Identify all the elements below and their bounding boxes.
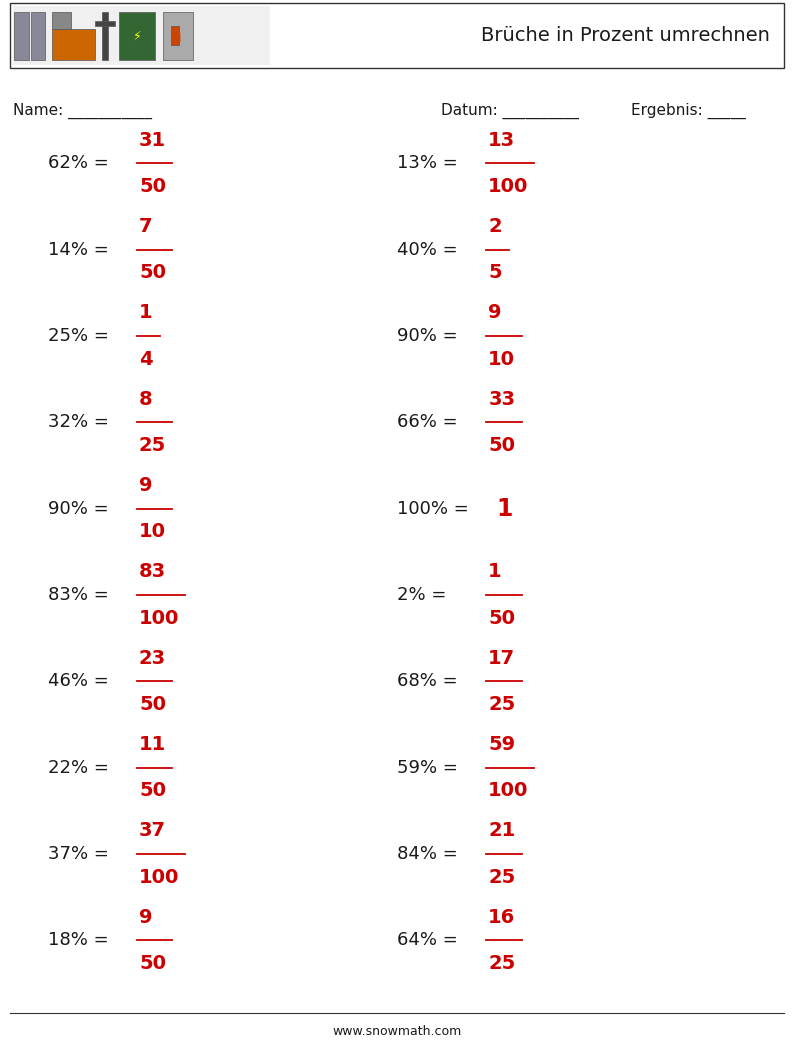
Text: Name: ___________: Name: ___________ — [13, 102, 152, 119]
Text: 22% =: 22% = — [48, 758, 109, 777]
Text: 14% =: 14% = — [48, 240, 109, 259]
Text: 31: 31 — [139, 131, 166, 150]
Text: 2% =: 2% = — [397, 585, 446, 604]
Text: 9: 9 — [139, 476, 152, 495]
Text: 50: 50 — [139, 954, 166, 973]
Text: 23: 23 — [139, 649, 166, 668]
Text: 64% =: 64% = — [397, 931, 458, 950]
Text: Ergebnis: _____: Ergebnis: _____ — [631, 102, 746, 119]
Text: 100% =: 100% = — [397, 499, 468, 518]
Text: 50: 50 — [139, 177, 166, 196]
Text: 90% =: 90% = — [48, 499, 108, 518]
Text: 46% =: 46% = — [48, 672, 109, 691]
Bar — [102, 12, 108, 60]
Text: 50: 50 — [139, 695, 166, 714]
Text: Datum: __________: Datum: __________ — [441, 102, 579, 119]
Text: 10: 10 — [139, 522, 166, 541]
Bar — [14, 12, 29, 60]
Text: 37% =: 37% = — [48, 845, 109, 863]
Text: 25: 25 — [139, 436, 166, 455]
Text: 25: 25 — [488, 695, 515, 714]
Text: 7: 7 — [139, 217, 152, 236]
Text: 🔥: 🔥 — [175, 31, 181, 41]
Text: 25% =: 25% = — [48, 326, 109, 345]
Text: Brüche in Prozent umrechnen: Brüche in Prozent umrechnen — [481, 26, 770, 45]
Text: 68% =: 68% = — [397, 672, 457, 691]
Bar — [119, 12, 155, 60]
Text: 9: 9 — [488, 303, 502, 322]
Text: ⚡: ⚡ — [133, 29, 141, 42]
Bar — [31, 12, 45, 60]
Text: 10: 10 — [488, 350, 515, 369]
Text: 40% =: 40% = — [397, 240, 457, 259]
Text: 50: 50 — [488, 436, 515, 455]
Text: 100: 100 — [139, 868, 179, 887]
Text: 11: 11 — [139, 735, 166, 754]
Text: 62% =: 62% = — [48, 154, 109, 173]
Text: 1: 1 — [488, 562, 502, 581]
Text: 100: 100 — [488, 177, 529, 196]
Text: 100: 100 — [488, 781, 529, 800]
Text: 37: 37 — [139, 821, 166, 840]
Text: 2: 2 — [488, 217, 502, 236]
Text: 32% =: 32% = — [48, 413, 109, 432]
Text: 1: 1 — [496, 497, 513, 520]
Text: 50: 50 — [488, 609, 515, 628]
Text: 66% =: 66% = — [397, 413, 457, 432]
Text: 13: 13 — [488, 131, 515, 150]
Text: 84% =: 84% = — [397, 845, 458, 863]
Text: 13% =: 13% = — [397, 154, 458, 173]
Text: 18% =: 18% = — [48, 931, 108, 950]
Text: 83: 83 — [139, 562, 166, 581]
Text: www.snowmath.com: www.snowmath.com — [333, 1026, 461, 1038]
Text: 16: 16 — [488, 908, 515, 927]
Text: 100: 100 — [139, 609, 179, 628]
Text: 59: 59 — [488, 735, 515, 754]
Text: 50: 50 — [139, 781, 166, 800]
Text: 25: 25 — [488, 954, 515, 973]
Text: 4: 4 — [139, 350, 152, 369]
Text: 8: 8 — [139, 390, 152, 409]
Text: 90% =: 90% = — [397, 326, 457, 345]
Text: 5: 5 — [488, 263, 502, 282]
Bar — [52, 12, 71, 28]
Text: 83% =: 83% = — [48, 585, 109, 604]
Bar — [95, 21, 115, 26]
Bar — [10, 3, 784, 68]
Bar — [171, 26, 179, 45]
Text: 21: 21 — [488, 821, 515, 840]
Text: 1: 1 — [139, 303, 152, 322]
Text: 33: 33 — [488, 390, 515, 409]
Text: 17: 17 — [488, 649, 515, 668]
Text: 59% =: 59% = — [397, 758, 458, 777]
Text: 25: 25 — [488, 868, 515, 887]
Text: 9: 9 — [139, 908, 152, 927]
Bar — [52, 28, 95, 60]
Text: 50: 50 — [139, 263, 166, 282]
Bar — [13, 6, 270, 65]
Bar — [163, 12, 193, 60]
